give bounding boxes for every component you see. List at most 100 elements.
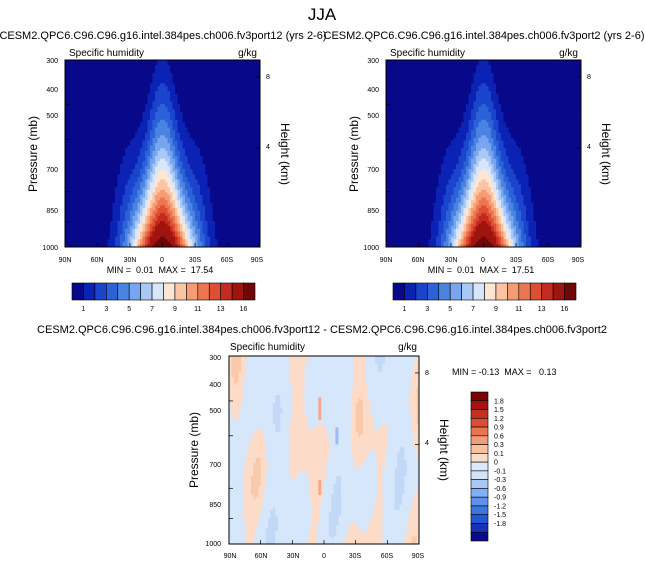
field-cell bbox=[170, 174, 173, 178]
field-cell bbox=[70, 70, 73, 74]
field-cell bbox=[252, 109, 256, 113]
field-cell bbox=[170, 93, 173, 97]
field-cell bbox=[147, 156, 151, 160]
field-cell bbox=[205, 62, 208, 66]
field-cell bbox=[100, 210, 103, 214]
field-cell bbox=[155, 101, 158, 105]
field-cell bbox=[215, 124, 218, 128]
field-cell bbox=[220, 91, 223, 95]
field-cell bbox=[80, 91, 83, 95]
field-cell bbox=[222, 78, 226, 82]
field-cell bbox=[147, 176, 151, 180]
field-cell bbox=[90, 80, 93, 84]
field-cell bbox=[72, 127, 76, 131]
field-cell bbox=[200, 78, 203, 82]
field-cell bbox=[100, 202, 103, 206]
field-cell bbox=[147, 80, 151, 84]
field-cell bbox=[250, 130, 253, 134]
field-cell bbox=[97, 117, 101, 121]
field-cell bbox=[182, 208, 186, 211]
field-cell bbox=[92, 70, 96, 74]
field-cell bbox=[140, 205, 143, 209]
field-cell bbox=[192, 150, 196, 154]
field-cell bbox=[82, 91, 86, 95]
field-cell bbox=[162, 143, 166, 147]
field-cell bbox=[157, 135, 161, 139]
field-cell bbox=[120, 218, 123, 222]
field-cell bbox=[180, 169, 183, 173]
field-cell bbox=[192, 140, 196, 144]
field-cell bbox=[197, 132, 201, 136]
field-cell bbox=[152, 104, 156, 108]
field-cell bbox=[110, 130, 113, 134]
field-cell bbox=[100, 140, 103, 144]
field-cell bbox=[100, 143, 103, 147]
field-cell bbox=[247, 72, 251, 76]
field-cell bbox=[185, 130, 188, 134]
field-cell bbox=[215, 189, 218, 193]
field-cell bbox=[85, 132, 88, 136]
field-cell bbox=[200, 182, 203, 186]
field-cell bbox=[237, 114, 241, 118]
field-cell bbox=[165, 192, 168, 196]
field-cell bbox=[140, 91, 143, 95]
field-cell bbox=[195, 88, 198, 92]
field-cell bbox=[142, 70, 146, 74]
field-cell bbox=[127, 96, 131, 100]
field-cell bbox=[167, 150, 171, 154]
field-cell bbox=[65, 65, 68, 69]
field-cell bbox=[222, 67, 226, 71]
field-cell bbox=[250, 114, 253, 118]
field-cell bbox=[152, 135, 156, 139]
field-cell bbox=[255, 85, 258, 89]
field-cell bbox=[87, 184, 91, 188]
field-cell bbox=[127, 132, 131, 136]
field-cell bbox=[85, 106, 88, 110]
field-cell bbox=[217, 122, 221, 126]
field-cell bbox=[90, 179, 93, 183]
field-cell bbox=[92, 104, 96, 108]
field-cell bbox=[130, 150, 133, 154]
field-cell bbox=[112, 153, 116, 157]
field-cell bbox=[82, 117, 86, 121]
field-cell bbox=[152, 70, 156, 74]
field-cell bbox=[165, 202, 168, 206]
field-cell bbox=[150, 223, 153, 227]
field-cell bbox=[212, 166, 216, 170]
field-cell bbox=[210, 80, 213, 84]
field-cell bbox=[117, 205, 121, 209]
field-cell bbox=[125, 127, 128, 131]
field-cell bbox=[102, 124, 106, 128]
field-cell bbox=[107, 114, 111, 118]
field-cell bbox=[82, 184, 86, 188]
field-cell bbox=[210, 75, 213, 79]
field-cell bbox=[175, 213, 178, 217]
field-cell bbox=[142, 205, 146, 209]
field-cell bbox=[82, 200, 86, 204]
field-cell bbox=[115, 205, 118, 209]
field-cell bbox=[155, 143, 158, 147]
field-cell bbox=[112, 135, 116, 139]
field-cell bbox=[100, 130, 103, 134]
field-cell bbox=[227, 169, 231, 173]
field-cell bbox=[140, 161, 143, 165]
field-cell bbox=[75, 182, 78, 186]
field-cell bbox=[210, 150, 213, 154]
field-cell bbox=[65, 156, 68, 160]
field-cell bbox=[115, 161, 118, 165]
field-cell bbox=[240, 124, 243, 128]
field-cell bbox=[172, 132, 176, 136]
field-cell bbox=[255, 182, 258, 186]
field-cell bbox=[222, 145, 226, 149]
field-cell bbox=[230, 223, 233, 227]
field-cell bbox=[147, 62, 151, 66]
field-cell bbox=[212, 184, 216, 188]
field-cell bbox=[72, 135, 76, 139]
field-cell bbox=[107, 169, 111, 173]
field-cell bbox=[187, 78, 191, 82]
field-cell bbox=[140, 174, 143, 178]
field-cell bbox=[230, 208, 233, 211]
field-cell bbox=[105, 218, 108, 222]
field-cell bbox=[125, 163, 128, 167]
field-cell bbox=[247, 210, 251, 214]
